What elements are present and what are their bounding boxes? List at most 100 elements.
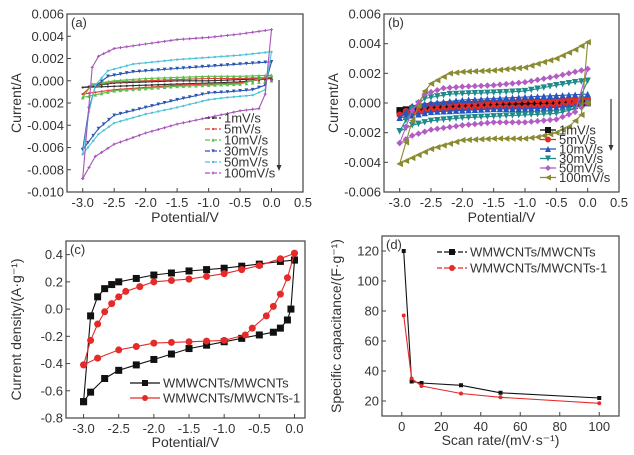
marker bbox=[578, 42, 585, 50]
marker bbox=[546, 130, 554, 138]
marker bbox=[496, 119, 504, 126]
marker bbox=[118, 46, 122, 50]
marker bbox=[226, 96, 229, 99]
marker bbox=[137, 107, 142, 111]
marker bbox=[440, 98, 447, 106]
marker bbox=[163, 59, 166, 63]
marker bbox=[118, 140, 122, 144]
marker bbox=[118, 88, 123, 93]
marker bbox=[175, 38, 179, 42]
marker bbox=[213, 97, 217, 101]
marker bbox=[545, 155, 551, 162]
marker bbox=[94, 84, 97, 87]
marker bbox=[283, 316, 291, 324]
marker bbox=[231, 82, 236, 87]
marker bbox=[188, 119, 192, 123]
marker bbox=[201, 56, 204, 60]
marker bbox=[559, 103, 566, 111]
marker bbox=[534, 85, 541, 92]
marker bbox=[113, 67, 116, 71]
marker bbox=[540, 110, 547, 118]
marker bbox=[238, 32, 242, 36]
marker bbox=[257, 73, 261, 78]
marker bbox=[238, 266, 246, 274]
marker bbox=[188, 37, 192, 41]
y-axis-label: Current/A bbox=[325, 72, 341, 133]
legend-entry: 5mV/s bbox=[540, 132, 596, 147]
marker bbox=[521, 79, 529, 86]
marker bbox=[231, 74, 236, 79]
marker bbox=[498, 390, 503, 395]
marker bbox=[211, 160, 215, 164]
series-50mv-s bbox=[396, 65, 591, 147]
marker bbox=[459, 107, 466, 114]
marker bbox=[181, 66, 186, 70]
marker bbox=[131, 116, 135, 119]
marker bbox=[156, 127, 160, 131]
y-tick-label: 20 bbox=[365, 394, 379, 409]
marker bbox=[553, 116, 560, 123]
marker bbox=[118, 111, 123, 116]
marker bbox=[169, 75, 173, 80]
marker bbox=[144, 84, 147, 87]
y-tick-label: 0.2 bbox=[45, 274, 63, 289]
marker bbox=[106, 90, 110, 94]
series-10mv-s bbox=[80, 73, 274, 100]
marker bbox=[156, 76, 161, 80]
marker bbox=[490, 135, 497, 142]
marker bbox=[220, 336, 228, 344]
marker bbox=[87, 336, 95, 344]
marker bbox=[244, 81, 249, 86]
arrow-head-icon bbox=[276, 165, 282, 171]
panel-label: (c) bbox=[70, 242, 85, 257]
legend-label: WMWCNTs/MWCNTs bbox=[470, 245, 596, 260]
marker bbox=[231, 62, 236, 67]
marker bbox=[200, 74, 205, 79]
marker bbox=[106, 79, 111, 84]
legend-entry: 5mV/s bbox=[205, 122, 261, 137]
series-wmwcnts-mwcnts-1 bbox=[401, 313, 602, 406]
marker bbox=[409, 379, 414, 384]
marker bbox=[201, 100, 204, 103]
marker bbox=[471, 136, 479, 143]
y-tick-label: 0.002 bbox=[348, 66, 381, 81]
marker bbox=[421, 148, 428, 156]
marker bbox=[440, 142, 447, 149]
marker bbox=[80, 398, 88, 406]
x-tick-label: -1.5 bbox=[178, 421, 200, 436]
marker bbox=[213, 35, 217, 39]
marker bbox=[245, 53, 248, 56]
marker bbox=[490, 82, 497, 89]
marker bbox=[262, 312, 270, 320]
marker bbox=[459, 136, 466, 144]
marker bbox=[490, 67, 497, 74]
marker bbox=[81, 177, 85, 181]
marker bbox=[206, 91, 211, 95]
marker bbox=[465, 106, 472, 114]
marker bbox=[169, 124, 173, 128]
marker bbox=[194, 65, 198, 69]
marker bbox=[132, 361, 140, 369]
marker bbox=[248, 324, 256, 332]
marker bbox=[97, 132, 100, 136]
marker bbox=[257, 80, 261, 84]
marker bbox=[270, 50, 273, 54]
marker bbox=[452, 83, 460, 91]
marker bbox=[232, 110, 236, 114]
marker bbox=[106, 69, 110, 72]
marker bbox=[546, 104, 554, 111]
marker bbox=[187, 65, 192, 70]
marker bbox=[409, 132, 416, 139]
legend-entry: 30mV/s bbox=[540, 151, 604, 166]
marker bbox=[255, 262, 263, 270]
marker bbox=[108, 300, 116, 308]
marker bbox=[169, 99, 173, 104]
panel-label: (b) bbox=[388, 15, 404, 30]
marker bbox=[503, 105, 510, 113]
marker bbox=[131, 84, 135, 87]
marker bbox=[484, 106, 491, 113]
marker bbox=[238, 74, 242, 79]
marker bbox=[270, 79, 274, 83]
marker bbox=[571, 79, 579, 86]
marker bbox=[144, 131, 148, 135]
